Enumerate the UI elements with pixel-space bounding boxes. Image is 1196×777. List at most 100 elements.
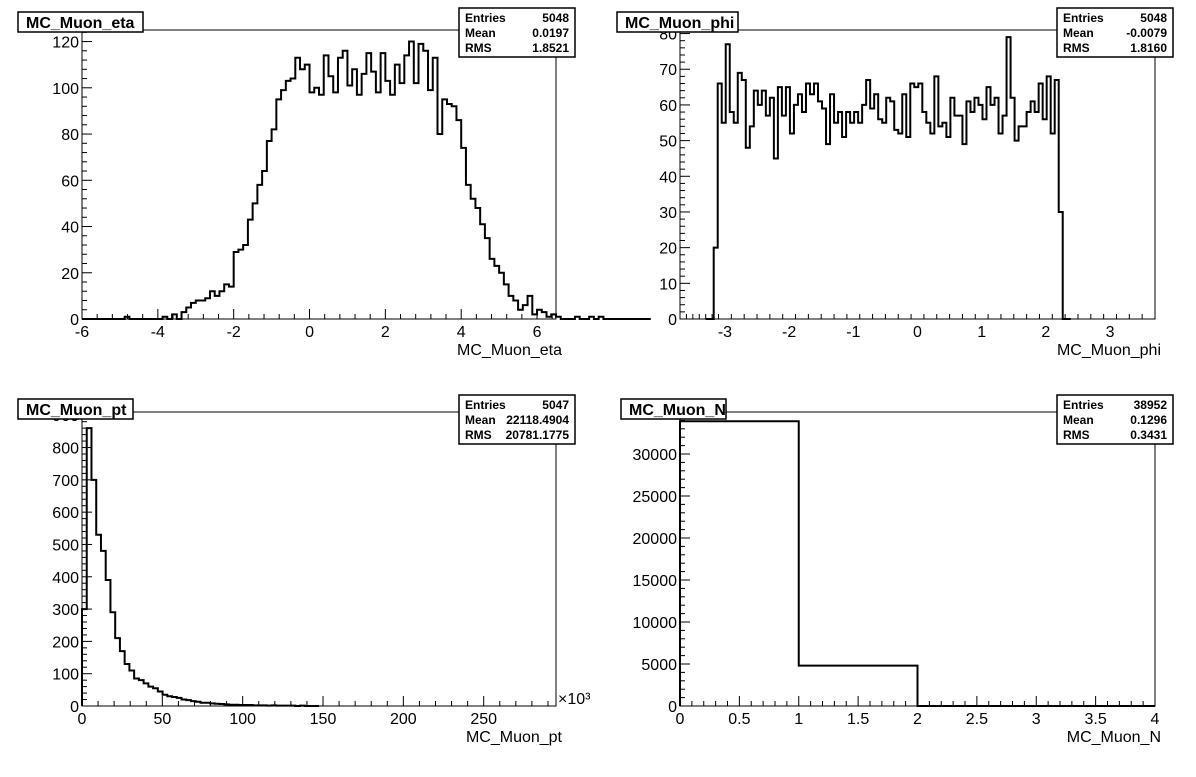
chart-title: MC_Muon_pt [26,402,127,419]
x-tick-label: 3 [1032,711,1041,728]
y-tick-label: 100 [52,667,79,684]
plot-frame [81,411,557,707]
stats-label: Entries [465,398,506,412]
x-tick-label: 150 [310,711,337,728]
y-tick-label: 300 [52,602,79,619]
stats-label: RMS [465,41,492,55]
y-tick-label: 100 [52,81,79,98]
x-tick-label: 1 [794,711,803,728]
x-tick-label: 6 [533,324,542,341]
y-tick-label: 60 [61,173,79,190]
x-tick-label: -4 [151,324,165,341]
y-tick-label: 80 [61,127,79,144]
histogram-series [81,427,319,707]
y-tick-label: 20 [61,266,79,283]
y-tick-label: 70 [659,62,677,79]
x-axis-exponent: ×10³ [558,691,591,708]
x-tick-label: -3 [718,324,732,341]
y-tick-label: 500 [52,537,79,554]
x-tick-label: 250 [470,711,497,728]
y-tick-label: 60 [659,98,677,115]
y-tick-label: 40 [61,220,79,237]
x-tick-label: 50 [153,711,171,728]
x-tick-label: 2 [1041,324,1050,341]
x-tick-label: 1 [977,324,986,341]
x-tick-label: 3 [1106,324,1115,341]
stats-value: 1.8521 [532,41,569,55]
x-tick-label: 0 [676,711,685,728]
stats-value: 0.0197 [532,26,569,40]
stats-value: 5047 [542,398,569,412]
x-tick-label: 0 [305,324,314,341]
stats-value: -0.0079 [1126,26,1167,40]
y-tick-label: 20000 [633,531,678,548]
stats-value: 5048 [542,11,569,25]
y-tick-label: 0 [70,699,79,716]
histogram-series [82,40,651,320]
chart-title: MC_Muon_eta [26,15,135,32]
stats-box [458,394,576,445]
y-tick-label: 10 [659,276,677,293]
chart-title: MC_Muon_phi [625,15,734,32]
stats-label: Entries [465,11,506,25]
y-tick-label: 40 [659,169,677,186]
stats-label: Mean [1063,26,1094,40]
title-box [620,398,727,420]
x-tick-label: 1.5 [847,711,869,728]
x-axis-label: MC_Muon_pt [466,729,563,746]
y-tick-label: 400 [52,570,79,587]
x-tick-label: -6 [75,324,89,341]
stats-value: 20781.1775 [506,428,570,442]
plot-frame [679,411,1156,707]
y-tick-label: 10000 [633,615,678,632]
title-box [17,398,134,420]
stats-value: 22118.4904 [506,413,569,427]
chart-title: MC_Muon_N [629,402,726,419]
stats-value: 38952 [1134,398,1168,412]
y-tick-label: 20 [659,241,677,258]
histogram-series [679,420,1155,707]
stats-label: Entries [1063,11,1104,25]
stats-value: 0.1296 [1130,413,1167,427]
x-tick-label: 2 [381,324,390,341]
stats-label: Mean [465,413,496,427]
y-tick-label: 200 [52,634,79,651]
y-tick-label: 700 [52,473,79,490]
stats-label: RMS [1063,428,1090,442]
histogram-pad-MC_Muon_eta: -6 -4 -2 0 2 4 6020406080100120MC_Muon_etaMC_M… [17,7,651,359]
stats-label: RMS [1063,41,1090,55]
histogram-pad-MC_Muon_N: 0 0.5 1 1.5 2 2.5 3 3.5 4 0 5000 10000 15000 20000 250… [620,394,1174,746]
x-tick-label: 0 [78,711,87,728]
x-tick-label: 3.5 [1085,711,1107,728]
stats-box [458,7,576,58]
stats-label: Entries [1063,398,1104,412]
stats-label: Mean [1063,413,1094,427]
y-tick-label: 0 [668,699,677,716]
x-tick-label: 0 [913,324,922,341]
x-tick-label: 2.5 [966,711,988,728]
title-box [17,11,144,33]
x-tick-label: -1 [846,324,860,341]
y-tick-label: 25000 [633,489,678,506]
y-tick-label: 15000 [633,573,678,590]
y-tick-label: 800 [52,441,79,458]
y-tick-label: 0 [70,312,79,329]
x-tick-label: -2 [227,324,241,341]
stats-value: 0.3431 [1130,428,1167,442]
histogram-series [705,36,1071,320]
x-axis-label: MC_Muon_eta [457,342,562,359]
stats-box [1056,394,1174,445]
stats-value: 1.8160 [1130,41,1167,55]
x-tick-label: 100 [229,711,256,728]
x-axis-label: MC_Muon_N [1067,729,1161,746]
x-tick-label: 4 [457,324,466,341]
stats-box [1056,7,1174,58]
y-tick-label: 30000 [633,447,678,464]
x-tick-label: 2 [913,711,922,728]
plot-frame [81,29,557,320]
histogram-pad-MC_Muon_pt: 0 50 100 150 200 250 0 100 200 300 400 500 600 700 800… [17,394,591,746]
y-tick-label: 600 [52,505,79,522]
plot-frame [679,29,1156,320]
stats-label: RMS [465,428,492,442]
